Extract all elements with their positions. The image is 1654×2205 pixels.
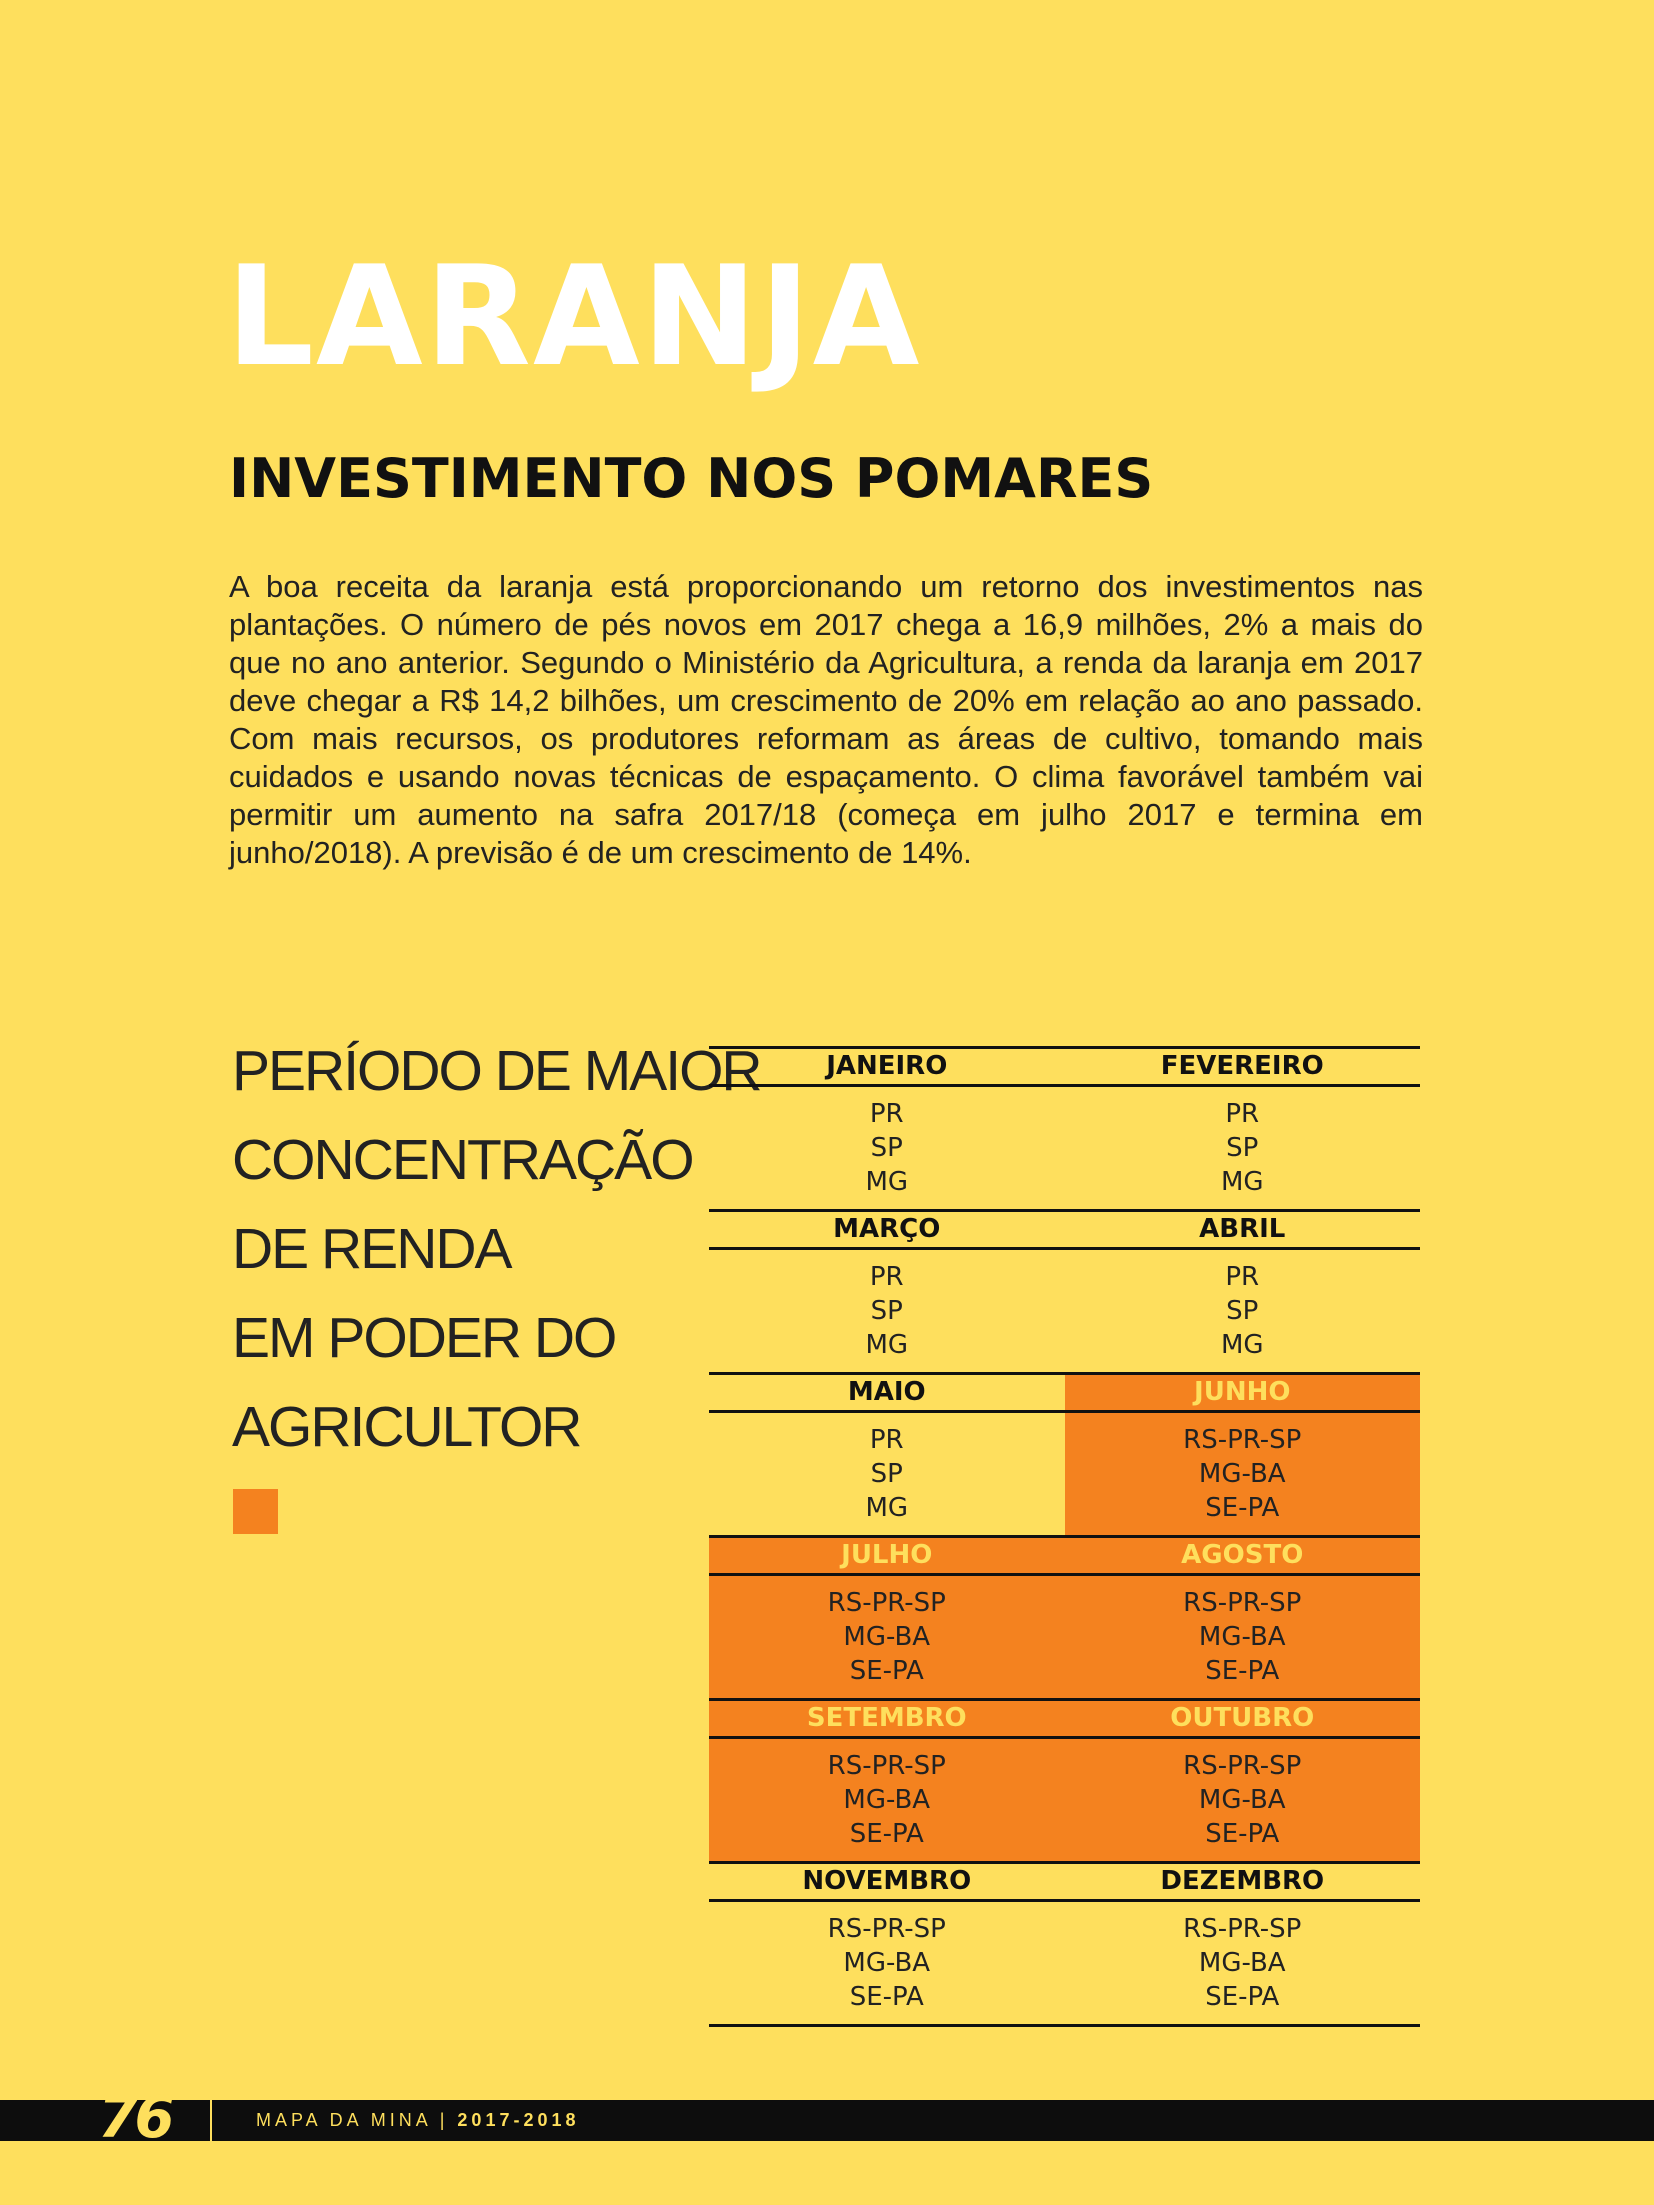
month-header: NOVEMBRO [802,1866,972,1896]
table-rule [709,1698,1420,1701]
edition-years: 2017-2018 [457,2110,580,2130]
highlight-legend-square [233,1489,278,1534]
body-paragraph: A boa receita da laranja está proporcion… [229,569,1423,870]
state-list-item: SP [870,1133,903,1163]
state-list-item: RS-PR-SP [827,1914,946,1944]
month-header: JANEIRO [826,1051,948,1081]
month-header: MARÇO [833,1214,941,1244]
state-list-item: PR [869,1425,904,1455]
state-list-item: MG-BA [1198,1459,1286,1489]
month-header: MAIO [847,1377,926,1407]
month-states: PR SP MG [1065,1248,1421,1373]
table-rule [709,1736,1420,1739]
table-rule [709,1084,1420,1087]
state-list-item: SE-PA [849,1656,924,1686]
state-list-item: MG-BA [1198,1622,1286,1652]
state-list-item: MG [865,1167,909,1197]
month-header: ABRIL [1199,1214,1286,1244]
state-list-item: PR [869,1099,904,1129]
month-header: AGOSTO [1064,1536,1420,1574]
table-rule [709,1535,1420,1538]
month-states: RS-PR-SP MG-BA SE-PA [709,1900,1065,2025]
state-list-item: PR [869,1262,904,1292]
month-states: PR SP MG [709,1085,1065,1210]
state-list-item: RS-PR-SP [1183,1425,1302,1455]
state-list-item: MG-BA [1198,1948,1286,1978]
page-number: 76 [98,2083,175,2151]
month-header: FEVEREIRO [1160,1051,1324,1081]
table-rule [709,1209,1420,1212]
month-states: PR SP MG [709,1411,1065,1536]
month-states: RS-PR-SP MG-BA SE-PA [1064,1574,1420,1699]
month-header: JULHO [709,1536,1065,1574]
month-states: RS-PR-SP MG-BA SE-PA [1064,1411,1420,1536]
state-list-item: MG-BA [843,1785,931,1815]
publication-name: MAPA DA MINA [256,2110,431,2130]
table-rule [709,1372,1420,1375]
month-header: DEZEMBRO [1160,1866,1325,1896]
state-list-item: SE-PA [1205,1982,1280,2012]
footer-divider [210,2100,212,2141]
state-list-item: SP [870,1459,903,1489]
state-list-item: MG-BA [843,1622,931,1652]
month-header: OUTUBRO [1064,1699,1420,1737]
state-list-item: SP [1226,1133,1259,1163]
state-list-item: MG-BA [1198,1785,1286,1815]
state-list-item: RS-PR-SP [1183,1588,1302,1618]
state-list-item: MG [865,1493,909,1523]
month-states: PR SP MG [709,1248,1065,1373]
state-list-item: RS-PR-SP [1183,1751,1302,1781]
month-header: SETEMBRO [709,1699,1065,1737]
month-states: PR SP MG [1065,1085,1421,1210]
footer-bar [0,2100,1654,2141]
state-list-item: MG [865,1330,909,1360]
month-states: RS-PR-SP MG-BA SE-PA [1064,1737,1420,1862]
table-rule [709,1046,1420,1049]
page-title: LARANJA [226,236,922,397]
heading-line: EM PODER DO [232,1306,617,1370]
state-list-item: RS-PR-SP [827,1751,946,1781]
footer-separator: | [439,2110,449,2130]
month-header: JUNHO [1064,1373,1420,1411]
table-rule [709,2024,1420,2027]
state-list-item: PR [1225,1099,1260,1129]
month-states: RS-PR-SP MG-BA SE-PA [709,1574,1065,1699]
income-period-heading: PERÍODO DE MAIOR CONCENTRAÇÃO DE RENDA E… [232,1027,763,1472]
state-list-item: PR [1225,1262,1260,1292]
state-list-item: MG [1220,1330,1264,1360]
table-rule [709,1899,1420,1902]
month-states: RS-PR-SP MG-BA SE-PA [1065,1900,1421,2025]
footer-publication: MAPA DA MINA | 2017-2018 [256,2100,580,2141]
section-subtitle: INVESTIMENTO NOS POMARES [229,447,1154,510]
heading-line: PERÍODO DE MAIOR [232,1039,763,1103]
heading-line: DE RENDA [232,1217,513,1281]
state-list-item: RS-PR-SP [827,1588,946,1618]
table-rule [709,1861,1420,1864]
state-list-item: SE-PA [1205,1819,1280,1849]
heading-line: AGRICULTOR [232,1395,582,1459]
state-list-item: SE-PA [849,1819,924,1849]
state-list-item: RS-PR-SP [1183,1914,1302,1944]
state-list-item: SE-PA [1205,1656,1280,1686]
state-list-item: SE-PA [849,1982,924,2012]
state-list-item: MG-BA [843,1948,931,1978]
state-list-item: SP [870,1296,903,1326]
heading-line: CONCENTRAÇÃO [232,1128,695,1192]
state-list-item: MG [1220,1167,1264,1197]
table-rule [709,1410,1420,1413]
month-states: RS-PR-SP MG-BA SE-PA [709,1737,1065,1862]
table-rule [709,1247,1420,1250]
state-list-item: SE-PA [1205,1493,1280,1523]
table-rule [709,1573,1420,1576]
state-list-item: SP [1226,1296,1259,1326]
